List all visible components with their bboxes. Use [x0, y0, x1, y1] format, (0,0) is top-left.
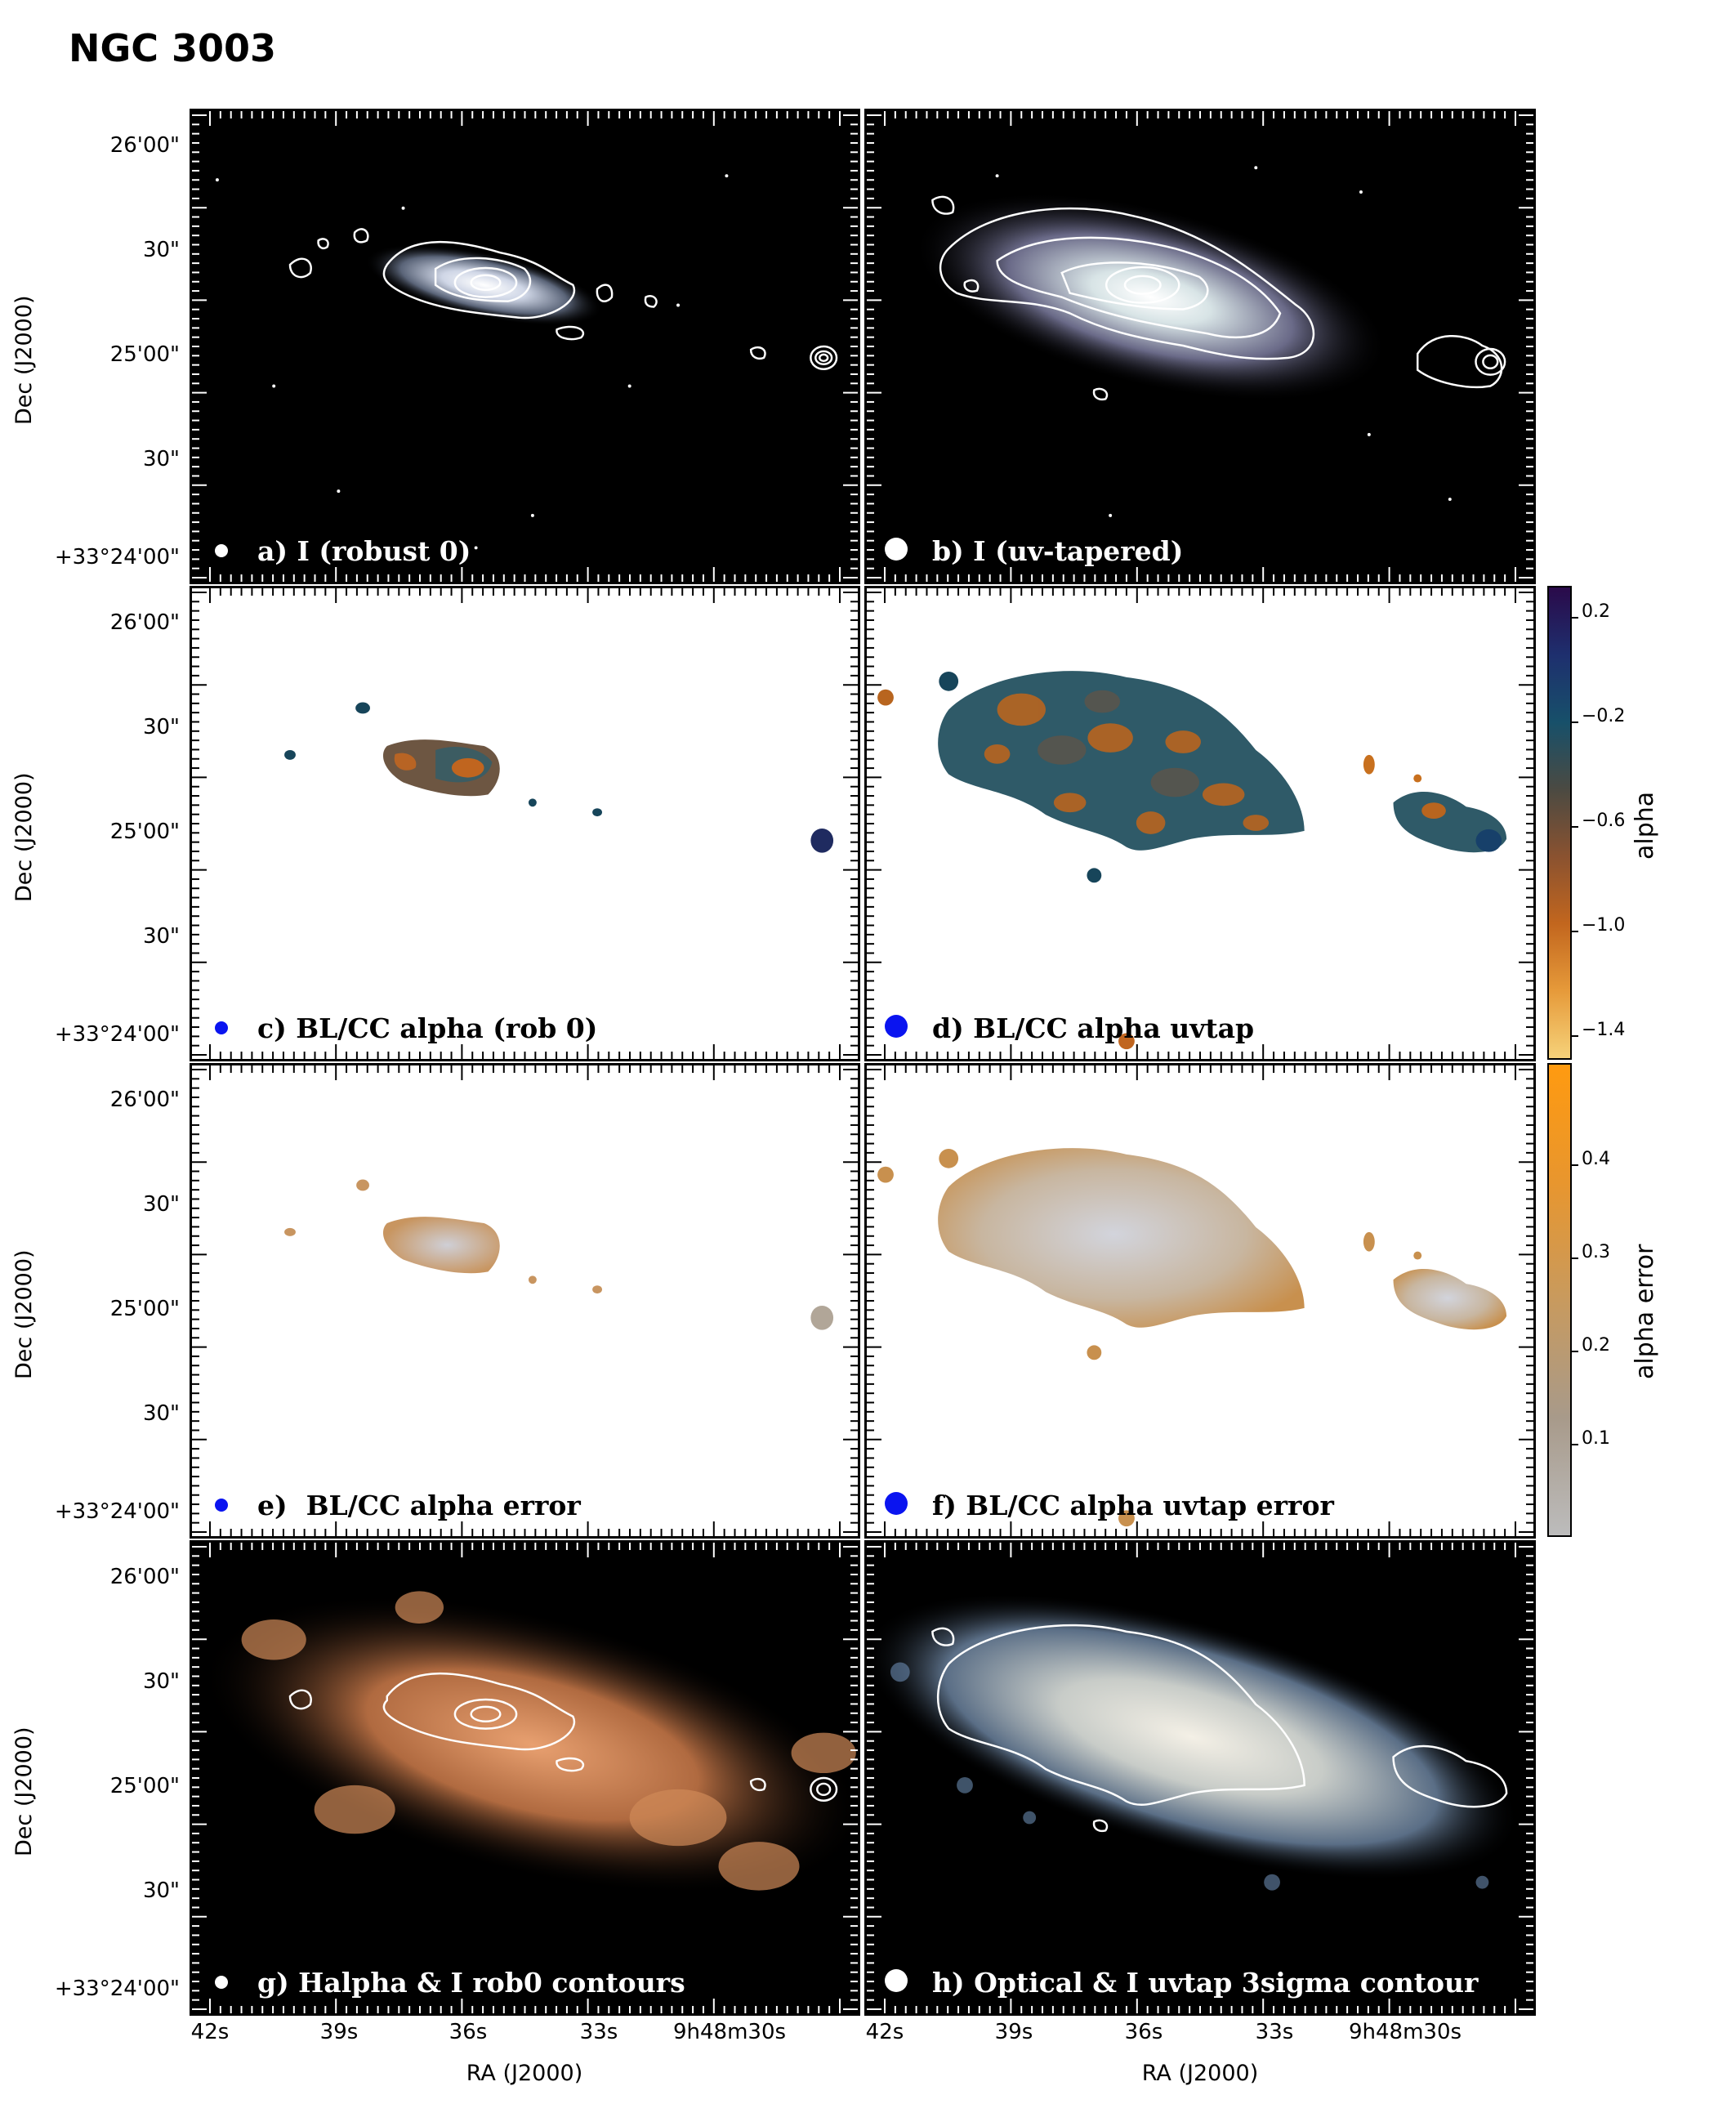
colorbar-label-alpha: alpha: [1631, 791, 1659, 860]
colorbar-tick: −1.0: [1582, 915, 1626, 936]
x-tick-label: 9h48m30s: [672, 2020, 787, 2044]
y-tick-label: 30": [142, 924, 180, 949]
panel-label: d) BL/CC alpha uvtap: [932, 1012, 1255, 1044]
y-tick-label: 25'00": [109, 1774, 180, 1798]
y-tick-label: 26'00": [109, 1565, 180, 1589]
y-tick-label: 30": [142, 1192, 180, 1217]
y-tick-label: 30": [142, 447, 180, 471]
colorbar-tick: 0.4: [1582, 1149, 1610, 1169]
y-tick-label: 30": [142, 238, 180, 262]
colorbar-alpha-error: [1547, 1063, 1572, 1537]
x-tick-label: 36s: [1124, 2020, 1163, 2044]
panel-label: a) I (robust 0): [257, 535, 471, 567]
panel-b-stokes-i-uvtaper: b) I (uv-tapered): [864, 109, 1536, 584]
x-tick-label: 39s: [994, 2020, 1033, 2044]
figure-title: NGC 3003: [69, 26, 277, 70]
x-tick-label: 9h48m30s: [1348, 2020, 1462, 2044]
panel-g-halpha-overlay: g) Halpha & I rob0 contours: [190, 1540, 860, 2016]
optical-image: [867, 1593, 1520, 1891]
y-tick-label: 30": [142, 1669, 180, 1694]
colorbar-tick: 0.1: [1582, 1428, 1610, 1449]
x-tick-label: 42s: [190, 2020, 230, 2044]
y-tick-label: +33°24'00": [54, 1022, 180, 1047]
x-tick-label: 36s: [449, 2020, 488, 2044]
panel-e-alpha-error-robust0: e) BL/CC alpha error: [190, 1063, 860, 1539]
panel-label: b) I (uv-tapered): [932, 535, 1184, 567]
y-tick-label: 30": [142, 1401, 180, 1426]
beam-marker: [885, 538, 908, 561]
y-tick-label: 26'00": [109, 610, 180, 635]
panel-a-stokes-i-robust0: a) I (robust 0): [190, 109, 860, 584]
colorbar-tick: −0.6: [1582, 811, 1626, 831]
panel-f-alpha-error-uvtaper: f) BL/CC alpha uvtap error: [864, 1063, 1536, 1539]
y-tick-label: 25'00": [109, 820, 180, 844]
colorbar-tick: 0.3: [1582, 1242, 1610, 1262]
spectral-index-map: [877, 671, 1507, 1050]
colorbar-label-alpha-error: alpha error: [1631, 1244, 1659, 1379]
radio-image: [215, 174, 838, 550]
panel-label: h) Optical & I uvtap 3sigma contour: [932, 1967, 1479, 1999]
beam-marker: [215, 1499, 228, 1512]
colorbar-alpha: [1547, 586, 1572, 1060]
panel-label: g) Halpha & I rob0 contours: [257, 1967, 685, 1999]
y-tick-label: +33°24'00": [54, 545, 180, 570]
panel-label: f) BL/CC alpha uvtap error: [932, 1490, 1334, 1521]
beam-marker: [215, 544, 228, 557]
y-tick-label: 26'00": [109, 133, 180, 158]
beam-marker: [885, 1969, 908, 1992]
panel-h-optical-overlay: h) Optical & I uvtap 3sigma contour: [864, 1540, 1536, 2016]
alpha-error-map: [284, 1179, 834, 1330]
x-tick-label: 42s: [865, 2020, 904, 2044]
y-tick-label: 30": [142, 715, 180, 739]
x-tick-label: 33s: [1255, 2020, 1294, 2044]
x-axis-label: RA (J2000): [1141, 2061, 1259, 2086]
x-tick-label: 33s: [579, 2020, 618, 2044]
beam-marker: [885, 1015, 908, 1038]
beam-marker: [885, 1492, 908, 1515]
y-tick-label: +33°24'00": [54, 1499, 180, 1524]
beam-marker: [215, 1976, 228, 1989]
beam-marker: [215, 1021, 228, 1034]
spectral-index-map: [284, 702, 834, 853]
alpha-error-map: [877, 1148, 1507, 1527]
y-tick-label: 26'00": [109, 1088, 180, 1112]
colorbar-tick: −0.2: [1582, 706, 1626, 726]
panel-label: c) BL/CC alpha (rob 0): [257, 1012, 598, 1044]
radio-image: [914, 166, 1506, 517]
y-tick-label: +33°24'00": [54, 1977, 180, 2001]
colorbar-tick: 0.2: [1582, 601, 1610, 622]
panel-label: e) BL/CC alpha error: [257, 1490, 581, 1521]
y-tick-label: 25'00": [109, 342, 180, 367]
colorbar-tick: 0.2: [1582, 1335, 1610, 1356]
y-tick-label: 25'00": [109, 1297, 180, 1321]
halpha-image: [201, 1591, 858, 1896]
x-tick-label: 39s: [319, 2020, 359, 2044]
panel-d-alpha-uvtaper: d) BL/CC alpha uvtap: [864, 586, 1536, 1061]
panel-c-alpha-robust0: c) BL/CC alpha (rob 0): [190, 586, 860, 1061]
colorbar-tick: −1.4: [1582, 1020, 1626, 1040]
x-axis-label: RA (J2000): [466, 2061, 583, 2086]
y-tick-label: 30": [142, 1878, 180, 1903]
